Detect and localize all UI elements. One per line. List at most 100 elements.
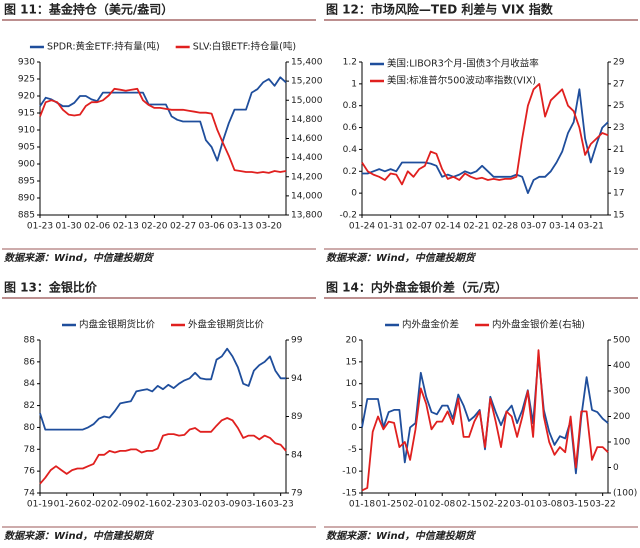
y2-tick-label: 27 — [613, 79, 624, 89]
y2-tick-label: (100) — [613, 489, 637, 499]
y-tick-label: 0.6 — [343, 123, 358, 133]
y2-tick-label: 100 — [613, 438, 630, 448]
y-tick-label: 74 — [24, 489, 36, 499]
legend-label: SPDR:黄金ETF:持有量(吨) — [47, 41, 160, 53]
y2-tick-label: 89 — [291, 412, 303, 422]
y-tick-label: -5 — [348, 445, 357, 455]
y-tick-label: 905 — [18, 143, 35, 153]
legend-label: 美国:LIBOR3个月-国债3个月收益率 — [387, 58, 539, 70]
x-tick-label: 02-23 — [161, 500, 187, 510]
y2-tick-label: 94 — [291, 374, 303, 384]
x-tick-label: 02-08 — [429, 500, 455, 510]
y2-tick-label: 17 — [613, 189, 624, 199]
y2-tick-label: 300 — [613, 387, 630, 397]
y-tick-label: 86 — [24, 357, 36, 367]
y-tick-label: 84 — [24, 379, 36, 389]
y-tick-label: 1.2 — [343, 58, 357, 68]
y2-tick-label: 15,400 — [291, 58, 323, 68]
x-tick-label: 03-08 — [536, 500, 562, 510]
y2-tick-label: 14,000 — [291, 191, 323, 201]
y-tick-label: 890 — [18, 194, 35, 204]
legend-label: 外盘金银期货比价 — [188, 319, 265, 331]
x-tick-label: 03-02 — [187, 500, 213, 510]
series-line — [39, 347, 286, 431]
series-line — [39, 87, 287, 174]
y-tick-label: 885 — [18, 211, 35, 221]
legend-label: 美国:标准普尔500波动率指数(VIX) — [387, 75, 536, 87]
x-tick-label: 03-01 — [509, 500, 535, 510]
series-line — [361, 83, 609, 186]
x-tick-label: 02-22 — [483, 500, 509, 510]
y-tick-label: 0 — [351, 189, 357, 199]
legend-label: 内外盘金银价差(右轴) — [492, 319, 585, 331]
y2-tick-label: 14,600 — [291, 134, 323, 144]
y-tick-label: 925 — [18, 75, 35, 85]
x-tick-label: 01-24 — [349, 222, 375, 232]
x-tick-label: 02-02 — [80, 500, 106, 510]
y2-tick-label: 14,400 — [291, 153, 323, 163]
y-tick-label: 15 — [346, 357, 357, 367]
y-tick-label: 0.4 — [343, 145, 358, 155]
y-tick-label: 10 — [346, 379, 358, 389]
x-tick-label: 03-14 — [549, 222, 575, 232]
y2-tick-label: 15 — [613, 211, 624, 221]
source-note: 数据来源：Wind，中信建投期货 — [326, 252, 477, 264]
x-tick-label: 01-25 — [376, 500, 402, 510]
y2-tick-label: 79 — [291, 489, 303, 499]
y2-tick-label: 13,800 — [291, 211, 323, 221]
y-tick-label: 895 — [18, 177, 35, 187]
y-tick-label: 20 — [346, 336, 358, 346]
y-tick-label: 0.2 — [343, 167, 357, 177]
y2-tick-label: 0 — [613, 463, 619, 473]
series-line — [362, 88, 609, 194]
y-tick-label: -0.2 — [339, 211, 357, 221]
x-tick-label: 03-20 — [256, 222, 282, 232]
source-note: 数据来源：Wind，中信建投期货 — [4, 252, 155, 264]
y-tick-label: 0 — [351, 423, 357, 433]
x-tick-label: 02-06 — [84, 222, 110, 232]
y2-tick-label: 15,000 — [291, 96, 323, 106]
y-tick-label: 930 — [18, 58, 35, 68]
y2-tick-label: 21 — [613, 145, 624, 155]
y-tick-label: -10 — [342, 467, 357, 477]
x-tick-label: 01-31 — [378, 222, 404, 232]
y2-tick-label: 99 — [291, 336, 303, 346]
x-tick-label: 02-14 — [435, 222, 461, 232]
x-tick-label: 01-30 — [56, 222, 82, 232]
panel-title: 图 12：市场风险—TED 利差与 VIX 指数 — [326, 2, 554, 17]
y2-tick-label: 23 — [613, 123, 624, 133]
x-tick-label: 01-26 — [54, 500, 80, 510]
x-tick-label: 03-06 — [199, 222, 225, 232]
x-tick-label: 03-21 — [578, 222, 604, 232]
x-tick-label: 02-13 — [113, 222, 139, 232]
x-tick-label: 03-09 — [214, 500, 240, 510]
source-note: 数据来源：Wind，中信建投期货 — [326, 530, 477, 542]
y2-tick-label: 15,200 — [291, 77, 323, 87]
y-tick-label: 910 — [18, 126, 35, 136]
x-tick-label: 02-01 — [402, 500, 428, 510]
y-tick-label: 88 — [24, 336, 36, 346]
x-tick-label: 01-23 — [27, 222, 53, 232]
x-tick-label: 02-07 — [406, 222, 432, 232]
y2-tick-label: 14,200 — [291, 172, 323, 182]
x-tick-label: 01-18 — [349, 500, 375, 510]
legend-label: SLV:白银ETF:持仓量(吨) — [193, 41, 296, 53]
y-tick-label: 82 — [24, 401, 35, 411]
y2-tick-label: 25 — [613, 101, 624, 111]
x-tick-label: 02-20 — [141, 222, 167, 232]
x-tick-label: 03-22 — [590, 500, 616, 510]
y-tick-label: 0.8 — [343, 101, 358, 111]
y2-tick-label: 400 — [613, 361, 630, 371]
x-tick-label: 01-19 — [27, 500, 53, 510]
legend-label: 内盘金银期货比价 — [79, 319, 156, 331]
panel-title: 图 14：内外盘金银价差（元/克） — [326, 280, 507, 295]
x-tick-label: 03-13 — [227, 222, 253, 232]
y-tick-label: 900 — [18, 160, 35, 170]
y-tick-label: -15 — [342, 489, 357, 499]
x-tick-label: 02-15 — [456, 500, 482, 510]
y2-tick-label: 14,800 — [291, 115, 323, 125]
series-line — [361, 349, 609, 492]
y-tick-label: 5 — [351, 401, 357, 411]
x-tick-label: 02-27 — [170, 222, 196, 232]
